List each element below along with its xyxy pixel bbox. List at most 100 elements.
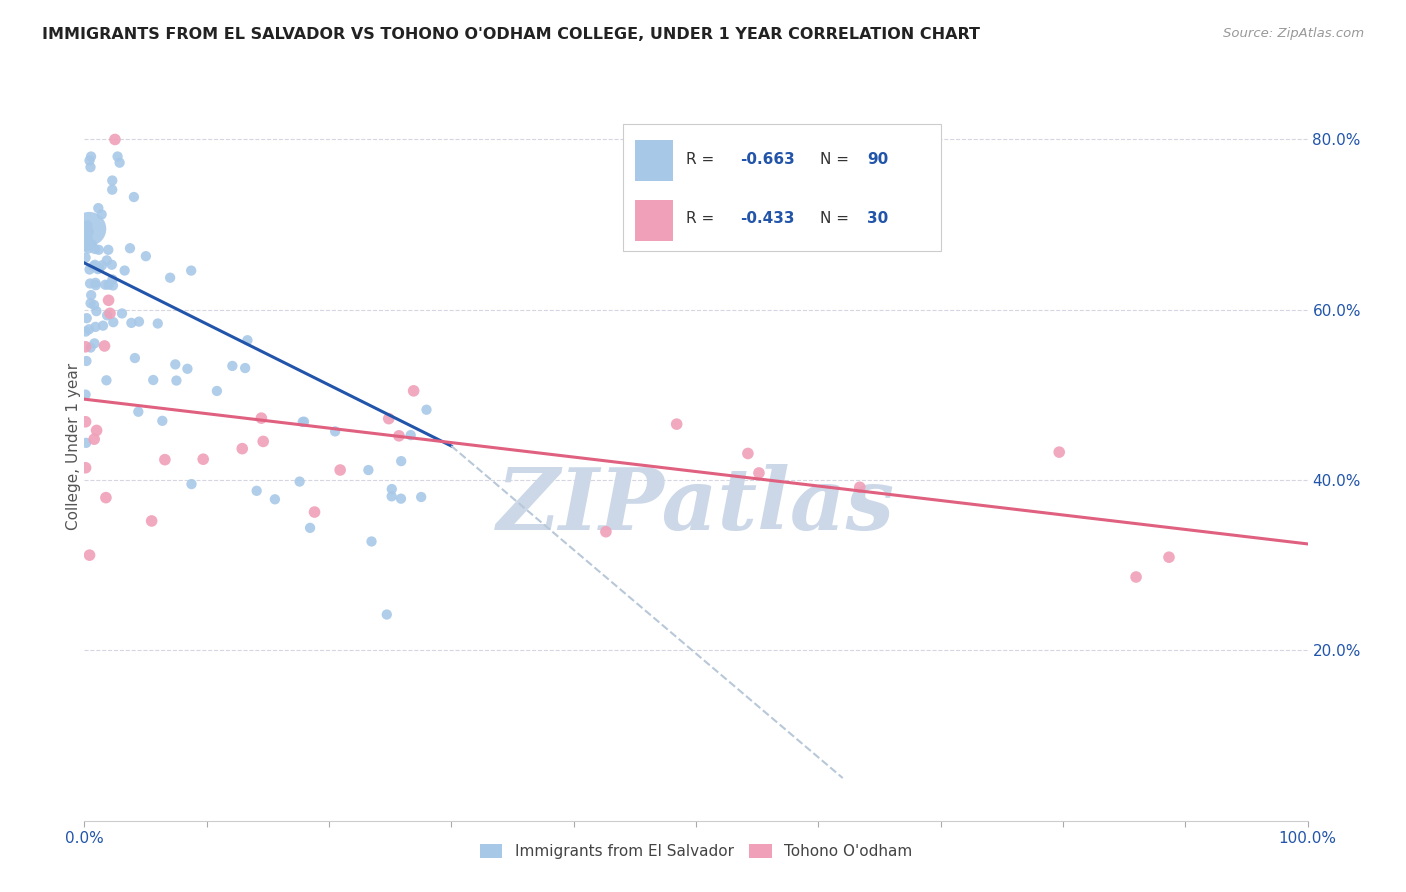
Point <box>83 336 105 351</box>
Point <box>96 253 118 268</box>
Point <box>97 243 120 257</box>
Point <box>388 429 411 443</box>
Point <box>304 505 326 519</box>
Point <box>120 316 142 330</box>
Point <box>101 173 124 187</box>
Point <box>94 491 117 505</box>
Point <box>378 411 401 425</box>
Text: Source: ZipAtlas.com: Source: ZipAtlas.com <box>1223 27 1364 40</box>
Point <box>111 306 134 320</box>
Point <box>402 384 425 398</box>
Point <box>87 201 110 215</box>
Point <box>1047 445 1070 459</box>
Point <box>98 306 121 320</box>
Point <box>159 270 181 285</box>
Point <box>75 239 97 253</box>
Point <box>142 373 165 387</box>
Point <box>75 354 97 368</box>
Point <box>75 325 97 339</box>
Point <box>176 361 198 376</box>
Point <box>93 339 115 353</box>
Point <box>329 463 352 477</box>
Point <box>250 411 273 425</box>
Point <box>91 258 114 272</box>
Point <box>180 477 202 491</box>
Point <box>205 384 228 398</box>
Point <box>79 341 101 355</box>
Point <box>77 242 100 256</box>
Point <box>75 387 97 401</box>
Point <box>84 258 107 272</box>
Point <box>87 243 110 257</box>
Point <box>748 466 770 480</box>
Point <box>75 340 97 354</box>
Point <box>83 298 105 312</box>
Point <box>399 428 422 442</box>
Legend: Immigrants from El Salvador, Tohono O'odham: Immigrants from El Salvador, Tohono O'od… <box>474 838 918 865</box>
Point <box>86 304 108 318</box>
Point <box>79 153 101 168</box>
Point <box>165 374 187 388</box>
Point <box>83 259 105 273</box>
Point <box>91 318 114 333</box>
Point <box>84 319 107 334</box>
Point <box>80 149 103 163</box>
Point <box>94 277 117 292</box>
Text: IMMIGRANTS FROM EL SALVADOR VS TOHONO O'ODHAM COLLEGE, UNDER 1 YEAR CORRELATION : IMMIGRANTS FROM EL SALVADOR VS TOHONO O'… <box>42 27 980 42</box>
Point <box>180 263 202 277</box>
Point <box>236 333 259 347</box>
Point <box>75 460 97 475</box>
Point <box>86 424 108 438</box>
Point <box>233 361 256 376</box>
Point <box>77 322 100 336</box>
Point <box>848 480 870 494</box>
Point <box>83 432 105 446</box>
Point <box>97 293 120 308</box>
Point <box>291 415 314 429</box>
Point <box>153 452 176 467</box>
Point <box>84 278 107 293</box>
Point <box>288 475 311 489</box>
Point <box>75 435 97 450</box>
Point <box>246 483 269 498</box>
Point <box>165 358 187 372</box>
Point <box>415 402 437 417</box>
Point <box>101 272 124 286</box>
Point <box>122 190 145 204</box>
Point <box>381 489 404 503</box>
Point <box>264 492 287 507</box>
Point <box>114 263 136 277</box>
Point <box>150 414 173 428</box>
Point <box>75 251 97 265</box>
Point <box>83 242 105 256</box>
Point <box>90 207 112 221</box>
Point <box>389 491 412 506</box>
Point <box>737 446 759 460</box>
Point <box>96 373 118 387</box>
Point <box>87 262 110 277</box>
Text: ZIPatlas: ZIPatlas <box>496 464 896 548</box>
Point <box>79 262 101 277</box>
Point <box>360 534 382 549</box>
Point <box>299 521 322 535</box>
Point <box>79 548 101 562</box>
Point <box>79 296 101 310</box>
Point <box>292 415 315 429</box>
Point <box>231 442 253 456</box>
Y-axis label: College, Under 1 year: College, Under 1 year <box>66 362 80 530</box>
Point <box>193 452 215 467</box>
Point <box>323 425 346 439</box>
Point <box>76 231 98 245</box>
Point <box>80 237 103 252</box>
Point <box>146 317 169 331</box>
Point <box>89 261 111 276</box>
Point <box>389 454 412 468</box>
Point <box>1157 550 1180 565</box>
Point <box>79 160 101 174</box>
Point <box>77 225 100 239</box>
Point <box>79 277 101 291</box>
Point <box>96 309 118 323</box>
Point <box>124 351 146 365</box>
Point <box>108 155 131 169</box>
Point <box>76 311 98 326</box>
